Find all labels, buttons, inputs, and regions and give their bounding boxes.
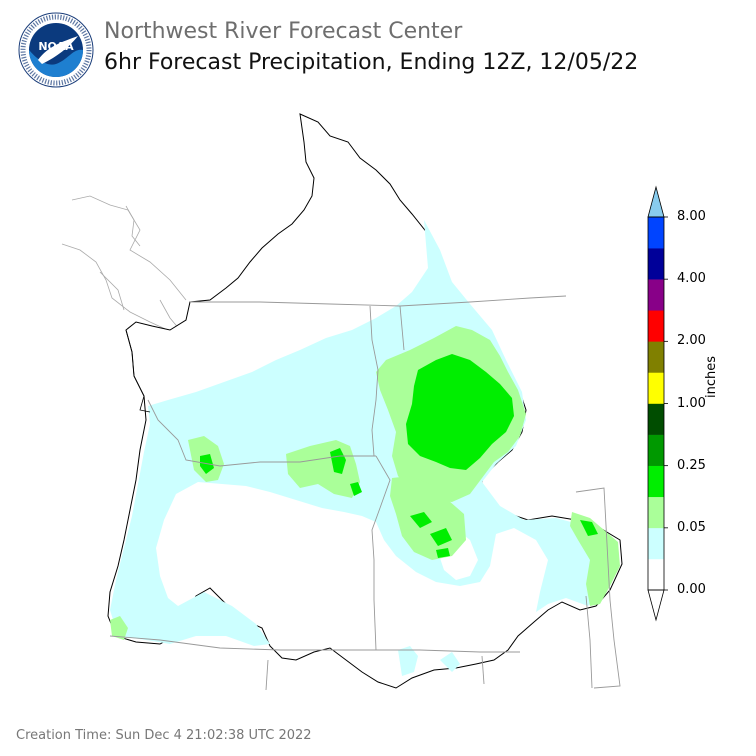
legend-swatches bbox=[648, 217, 664, 591]
legend-unit-label: inches bbox=[704, 355, 719, 398]
dry-area-central bbox=[220, 496, 374, 636]
legend-under-triangle bbox=[647, 589, 665, 622]
precip-band-green bbox=[406, 354, 514, 470]
legend-swatch bbox=[648, 434, 664, 466]
legend-tick-label: 4.00 bbox=[677, 271, 706, 287]
legend-tick-label: 0.00 bbox=[677, 582, 706, 597]
coastline-olympic bbox=[125, 329, 151, 413]
noaa-wordmark: NOAA bbox=[38, 40, 74, 53]
legend-tick-label: 1.00 bbox=[677, 395, 706, 411]
dry-area-west bbox=[164, 520, 200, 580]
legend-swatch bbox=[648, 372, 664, 404]
state-boundaries bbox=[109, 295, 621, 691]
precip-band-light-cyan bbox=[110, 220, 616, 646]
legend-swatch bbox=[648, 248, 664, 280]
legend-swatch bbox=[648, 279, 664, 311]
legend-tick-label: 8.00 bbox=[677, 209, 706, 224]
legend-over-triangle bbox=[647, 185, 665, 218]
legend-tick-label: 0.05 bbox=[677, 519, 706, 535]
legend-swatch bbox=[648, 341, 664, 373]
product-title: 6hr Forecast Precipitation, Ending 12Z, … bbox=[104, 50, 639, 75]
legend-swatch bbox=[648, 310, 664, 342]
legend-swatch bbox=[648, 558, 664, 591]
legend-swatch bbox=[648, 465, 664, 498]
legend-swatch bbox=[648, 527, 664, 560]
legend-swatch bbox=[648, 496, 664, 529]
legend-tick-marks bbox=[664, 216, 668, 591]
creation-time: Creation Time: Sun Dec 4 21:02:38 UTC 20… bbox=[16, 728, 312, 743]
legend-tick-label: 2.00 bbox=[677, 333, 706, 349]
noaa-logo: NOAA bbox=[18, 12, 94, 88]
legend-swatch bbox=[648, 403, 664, 435]
legend-tick-label: 0.25 bbox=[677, 457, 706, 473]
legend-swatch bbox=[648, 217, 664, 249]
org-title: Northwest River Forecast Center bbox=[104, 19, 463, 44]
